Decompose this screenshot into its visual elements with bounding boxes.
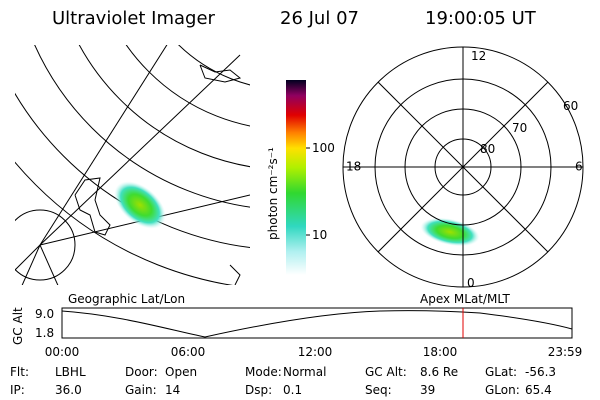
mlat-label: 80	[480, 142, 495, 156]
status-label: GLat:	[485, 365, 517, 379]
status-value: 36.0	[55, 383, 82, 397]
mlat-label: 70	[512, 121, 527, 135]
colorbar-label: photon cm⁻²s⁻¹	[266, 147, 280, 240]
status-value: 0.1	[283, 383, 302, 397]
mlt-label: 12	[471, 49, 486, 63]
time-tick: 23:59	[548, 345, 583, 359]
status-label: Gain:	[125, 383, 157, 397]
status-value: Normal	[283, 365, 326, 379]
colorbar-tick: 100	[312, 141, 335, 155]
status-value: 8.6 Re	[420, 365, 458, 379]
status-label: GC Alt:	[365, 365, 407, 379]
mlt-label: 0	[467, 276, 475, 290]
status-label: GLon:	[485, 383, 520, 397]
alt-tick: 1.8	[35, 326, 54, 340]
date: 26 Jul 07	[280, 8, 359, 29]
mlat-label: 60	[563, 99, 578, 113]
status-label: Dsp:	[245, 383, 272, 397]
status-label: Mode:	[245, 365, 282, 379]
status-value: Open	[165, 365, 197, 379]
mlt-label: 6	[575, 160, 583, 174]
time-tick: 12:00	[298, 345, 333, 359]
time: 19:00:05 UT	[425, 8, 537, 29]
alt-tick: 9.0	[35, 307, 54, 321]
alt-left-label: Geographic Lat/Lon	[68, 292, 185, 306]
status-value: 39	[420, 383, 435, 397]
time-tick: 18:00	[423, 345, 458, 359]
status-label: Seq:	[365, 383, 392, 397]
status-value: 14	[165, 383, 180, 397]
title: Ultraviolet Imager	[52, 8, 216, 29]
alt-right-label: Apex MLat/MLT	[420, 292, 510, 306]
altitude-box	[61, 307, 573, 339]
colorbar-tick: 10	[312, 228, 327, 242]
alt-axis-label: GC Alt	[11, 307, 25, 345]
polar-plot	[342, 46, 584, 288]
geo-map	[15, 45, 250, 285]
status-value: -56.3	[525, 365, 556, 379]
status-label: IP:	[10, 383, 25, 397]
status-value: 65.4	[525, 383, 552, 397]
mlt-label: 18	[346, 160, 361, 174]
status-panel: Flt: LBHL Door: Open Mode: Normal GC Alt: 8.6 R…	[10, 365, 556, 397]
status-label: Flt:	[10, 365, 29, 379]
time-tick: 06:00	[171, 345, 206, 359]
altitude-curve	[61, 310, 573, 338]
colorbar	[286, 80, 306, 275]
status-label: Door:	[125, 365, 158, 379]
status-value: LBHL	[55, 365, 86, 379]
time-tick: 00:00	[45, 345, 80, 359]
